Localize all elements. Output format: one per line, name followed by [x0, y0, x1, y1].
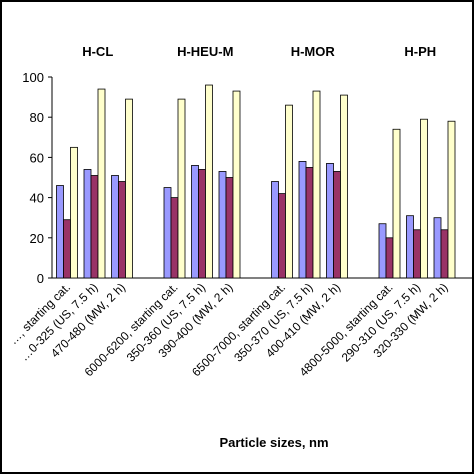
- bar: [191, 165, 199, 279]
- y-tick-label: 0: [37, 271, 44, 286]
- bar: [70, 146, 78, 279]
- bar: [298, 161, 307, 279]
- bar: [271, 181, 279, 279]
- bar: [218, 171, 227, 279]
- bar: [163, 187, 172, 279]
- bars: [56, 84, 456, 279]
- group-label: H-MOR: [291, 44, 336, 59]
- y-tick-label: 60: [30, 150, 44, 165]
- bar: [447, 120, 456, 279]
- bar: [312, 90, 321, 279]
- bar: [440, 229, 449, 279]
- bar: [198, 169, 206, 279]
- group-label: H-CL: [82, 44, 113, 59]
- bar: [125, 98, 133, 279]
- bar: [420, 118, 428, 279]
- bar: [340, 94, 348, 279]
- bar: [56, 185, 64, 279]
- y-tick-label: 40: [30, 191, 44, 206]
- bar: [205, 84, 213, 279]
- bar: [90, 175, 99, 279]
- bar: [406, 215, 414, 279]
- group-label: H-PH: [404, 44, 436, 59]
- bar: [63, 219, 71, 279]
- bar: [225, 177, 234, 279]
- bar: [232, 90, 241, 279]
- bar: [83, 169, 92, 279]
- y-tick-label: 100: [22, 70, 44, 85]
- x-axis-title: Particle sizes, nm: [219, 435, 328, 450]
- bar: [118, 181, 126, 279]
- bar: [326, 163, 334, 279]
- group-label: H-HEU-M: [177, 44, 233, 59]
- bar: [333, 171, 341, 279]
- bar: [97, 88, 106, 279]
- bar: [385, 237, 394, 279]
- bar: [177, 98, 186, 279]
- bar: [285, 104, 293, 279]
- y-tick-label: 20: [30, 231, 44, 246]
- bar: [392, 128, 401, 279]
- bar: [433, 217, 442, 279]
- bar: [278, 193, 286, 279]
- bar: [170, 197, 179, 279]
- y-tick-label: 80: [30, 110, 44, 125]
- bar: [413, 229, 421, 279]
- bar: [305, 167, 314, 279]
- bar: [111, 175, 119, 279]
- group-labels: H-CL H-HEU-M H-MOR H-PH: [82, 44, 436, 59]
- y-axis: 0 20 40 60 80 100: [22, 70, 53, 286]
- bar: [378, 223, 387, 279]
